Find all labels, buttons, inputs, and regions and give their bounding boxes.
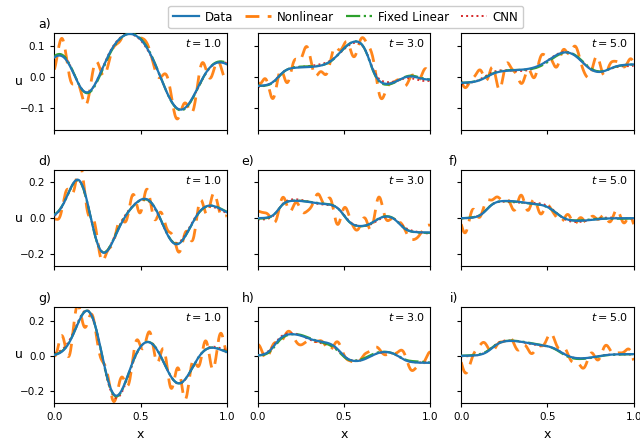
Text: $t =5.0$: $t =5.0$ — [591, 37, 628, 49]
Text: b): b) — [242, 18, 254, 31]
Text: $t =3.0$: $t =3.0$ — [388, 311, 425, 323]
Text: d): d) — [38, 155, 51, 168]
Text: $t =1.0$: $t =1.0$ — [185, 37, 221, 49]
X-axis label: x: x — [340, 427, 348, 441]
Text: $t =3.0$: $t =3.0$ — [388, 37, 425, 49]
X-axis label: x: x — [137, 427, 144, 441]
Text: c): c) — [446, 18, 458, 31]
Text: $t =3.0$: $t =3.0$ — [388, 174, 425, 186]
X-axis label: x: x — [544, 427, 551, 441]
Text: $t =1.0$: $t =1.0$ — [185, 311, 221, 323]
Y-axis label: u: u — [15, 349, 22, 361]
Legend: Data, Nonlinear, Fixed Linear, CNN: Data, Nonlinear, Fixed Linear, CNN — [168, 6, 523, 28]
Y-axis label: u: u — [15, 75, 22, 88]
Text: i): i) — [449, 292, 458, 305]
Text: a): a) — [38, 18, 51, 31]
Text: h): h) — [242, 292, 254, 305]
Text: f): f) — [449, 155, 458, 168]
Text: $t =5.0$: $t =5.0$ — [591, 311, 628, 323]
Y-axis label: u: u — [15, 212, 22, 225]
Text: $t =5.0$: $t =5.0$ — [591, 174, 628, 186]
Text: $t =1.0$: $t =1.0$ — [185, 174, 221, 186]
Text: e): e) — [242, 155, 254, 168]
Text: g): g) — [38, 292, 51, 305]
